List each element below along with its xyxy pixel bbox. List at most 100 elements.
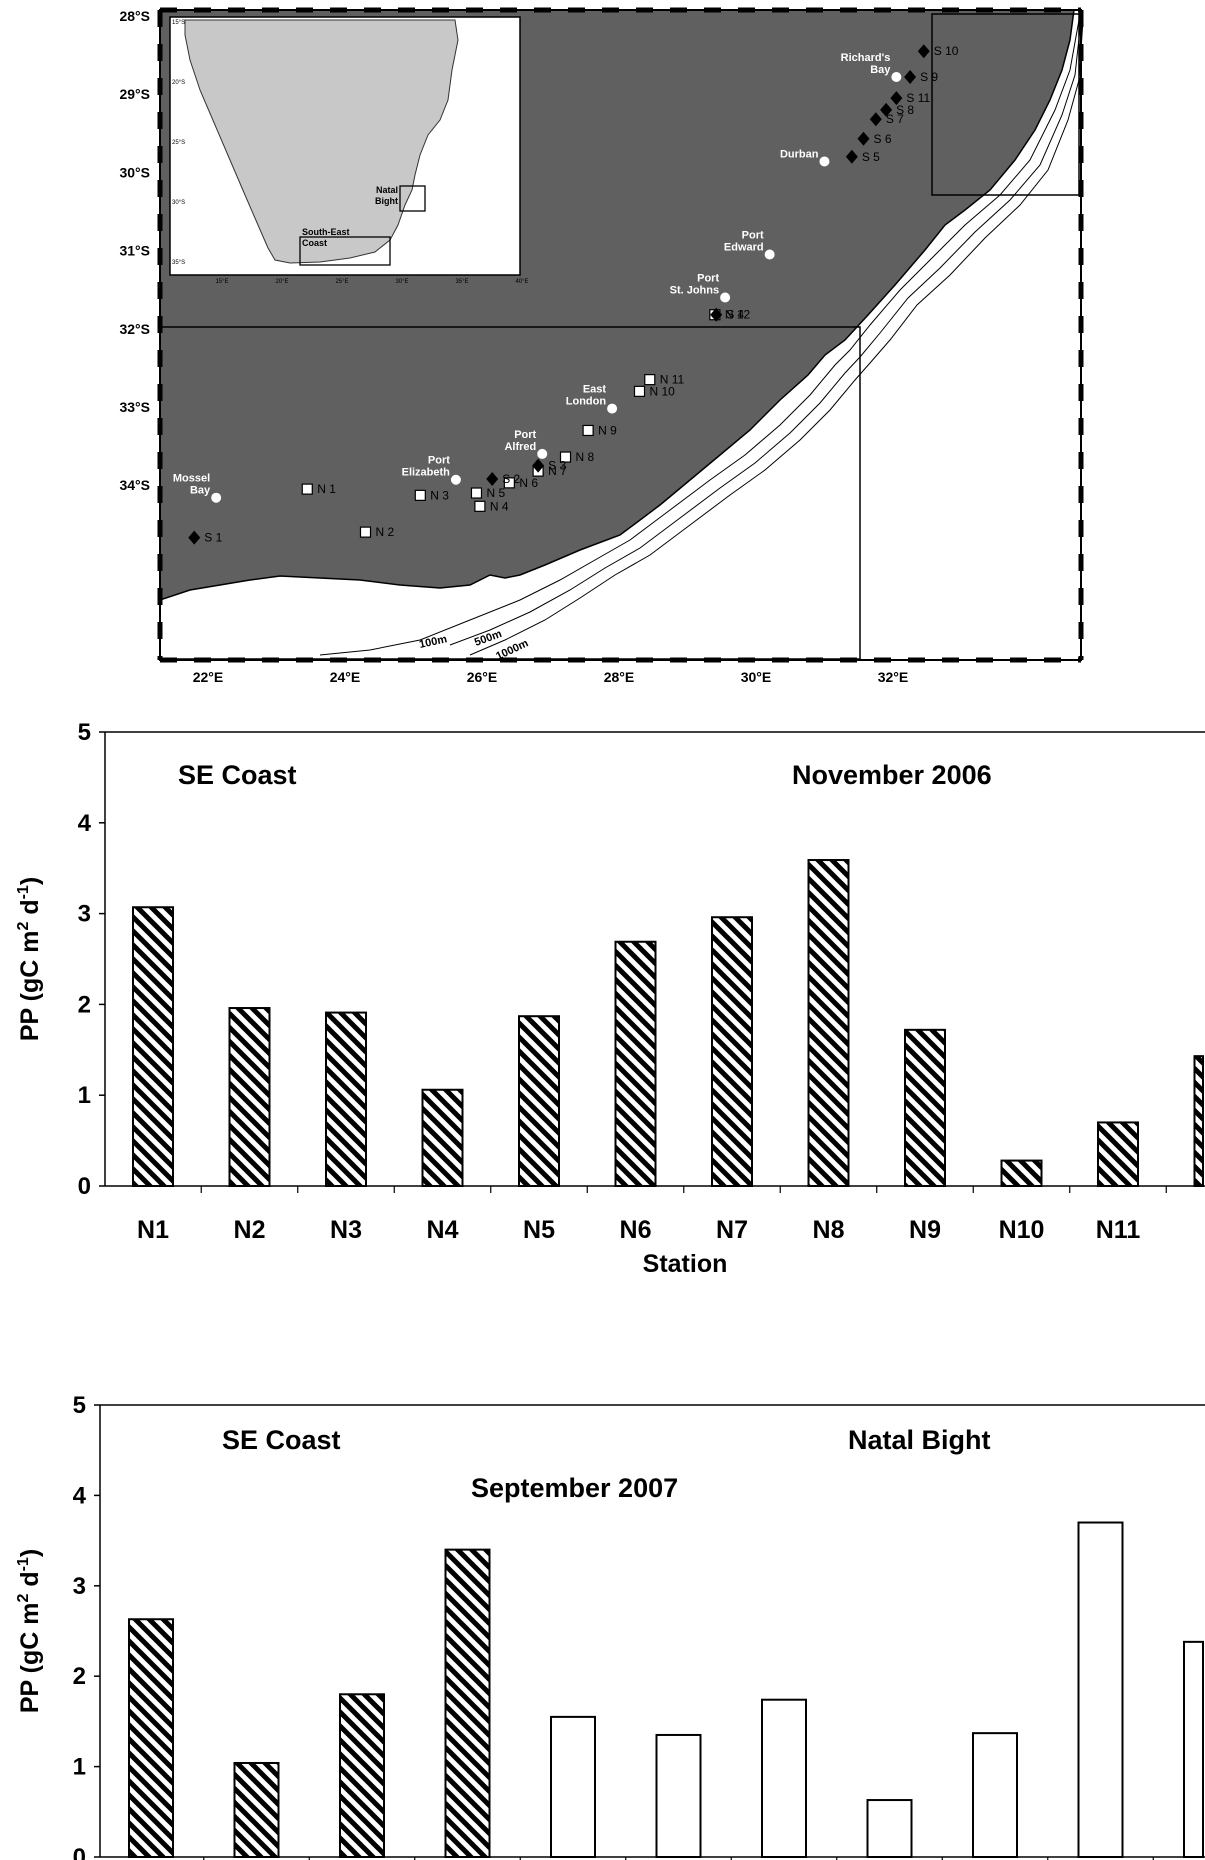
place-marker (764, 249, 775, 260)
station-marker-n (359, 526, 372, 538)
natal-bight-region-box (931, 13, 1080, 196)
station-marker-s (857, 131, 870, 146)
y-tick-label: 1 (78, 1082, 91, 1109)
inset-longitude-label: 20°E (275, 279, 288, 285)
bar (1000, 1159, 1043, 1188)
inset-label-natal-bight: Natal Bight (375, 185, 398, 206)
station-label-s: S 3 (548, 459, 566, 473)
station-label-n: N 11 (660, 373, 685, 387)
bar (550, 1715, 596, 1858)
station-label-n: N 12 (725, 308, 751, 322)
bar (807, 859, 850, 1187)
station-marker-n (644, 374, 656, 386)
inset-map: Natal Bight South-East Coast 15°S 20°S 25°S 3… (169, 16, 529, 285)
station-marker-n (301, 483, 313, 495)
isobath-label-100m: 100m (418, 633, 448, 651)
isobath-500m (449, 19, 1082, 646)
inset-latitude-label: 20°S (172, 80, 185, 86)
isobath-1000m (469, 19, 1084, 656)
category-label: N5 (523, 1216, 555, 1244)
place-label: Port Elizabeth (402, 455, 451, 479)
station-label-n: N 3 (430, 488, 449, 502)
inset-longitude-label: 40°E (515, 279, 528, 285)
category-label: N2 (234, 1216, 266, 1244)
bar (1183, 1640, 1204, 1859)
x-axis-title: Station (643, 1250, 728, 1278)
inset-south-east-coast-box (299, 236, 391, 266)
longitude-tick-label: 30°E (741, 669, 772, 685)
station-label-n: N 6 (519, 476, 538, 490)
category-label: N9 (909, 1216, 941, 1244)
station-marker-s (904, 69, 917, 84)
place-label: Richard's Bay (841, 52, 892, 76)
category-label: N1 (137, 1216, 169, 1244)
map-frame-ticks (157, 7, 1084, 663)
bar (228, 1007, 271, 1187)
category-label: N7 (716, 1216, 748, 1244)
bar (866, 1799, 913, 1858)
y-tick-label: 4 (78, 810, 92, 837)
study-area-map: 100m 500m 1000m 28°S29°S30°S31°S32°S33°S… (119, 7, 1084, 685)
station-marker-s (532, 458, 545, 473)
station-label-s: S 9 (920, 70, 938, 84)
station-marker-s (869, 112, 882, 127)
station-label-n: N 10 (650, 384, 676, 398)
station-label-s: S 2 (502, 472, 520, 486)
station-label-n: N 7 (548, 464, 567, 478)
inset-latitude-label: 15°S (172, 20, 185, 26)
chart-annotation: Natal Bight (848, 1425, 991, 1455)
latitude-tick-label: 28°S (119, 8, 150, 24)
longitude-tick-label: 28°E (604, 669, 635, 685)
bar (1077, 1521, 1124, 1859)
place-label: Durban (780, 148, 819, 160)
bar (655, 1733, 702, 1858)
bar (614, 940, 657, 1187)
bar (233, 1761, 280, 1859)
place-label: Port Alfred (504, 429, 536, 453)
latitude-labels: 28°S 29°S 30°S 31°S 32°S 33°S 34°S (119, 8, 150, 493)
chart-annotation: November 2006 (792, 760, 992, 790)
station-label-s: S 6 (873, 132, 891, 146)
latitude-tick-label: 29°S (119, 86, 150, 102)
station-markers: N 1N 2N 3N 4N 5N 6N 7N 8N 9N 10N 11N 12S… (188, 44, 959, 545)
longitude-labels: 22°E 24°E 26°E 28°E 30°E 32°E (193, 669, 909, 685)
chart-annotation: SE Coast (222, 1425, 341, 1455)
place-label: East London (566, 384, 607, 408)
latitude-tick-label: 34°S (119, 477, 150, 493)
y-tick-label: 0 (73, 1844, 86, 1860)
station-label-s: S 5 (862, 150, 880, 164)
station-marker-s (917, 44, 930, 59)
station-label-s: S 4 (726, 308, 744, 322)
inset-label-south-east-coast: South-East Coast (302, 227, 350, 248)
station-marker-s (845, 149, 858, 164)
category-label: N10 (999, 1216, 1045, 1244)
latitude-tick-label: 31°S (119, 243, 150, 259)
chart-annotation: SE Coast (178, 760, 297, 790)
bar (1193, 1055, 1204, 1187)
place-label: Mossel Bay (173, 473, 211, 497)
station-marker-n (559, 451, 572, 463)
bar (711, 916, 753, 1187)
latitude-tick-label: 33°S (119, 399, 150, 415)
bar (339, 1693, 385, 1859)
longitude-tick-label: 32°E (878, 669, 909, 685)
station-label-s: S 10 (934, 44, 959, 58)
y-axis-title: PP (gC m2 d-1) (15, 1549, 44, 1713)
inset-africa-landmass (184, 19, 459, 264)
inset-latitude-label: 25°S (172, 140, 185, 146)
station-marker-n (414, 489, 426, 501)
inset-longitude-label: 15°E (215, 279, 228, 285)
longitude-tick-label: 24°E (330, 669, 361, 685)
bar (128, 1618, 174, 1859)
station-label-n: N 8 (576, 450, 595, 464)
inset-longitude-label: 35°E (455, 279, 468, 285)
station-label-s: S 7 (886, 112, 904, 126)
place-marker (720, 292, 731, 303)
inset-latitude-label: 30°S (172, 200, 185, 206)
station-label-n: N 1 (317, 482, 336, 496)
category-label: N4 (427, 1216, 459, 1244)
place-marker (819, 156, 830, 167)
y-tick-label: 2 (78, 991, 91, 1018)
place-marker (211, 492, 222, 503)
